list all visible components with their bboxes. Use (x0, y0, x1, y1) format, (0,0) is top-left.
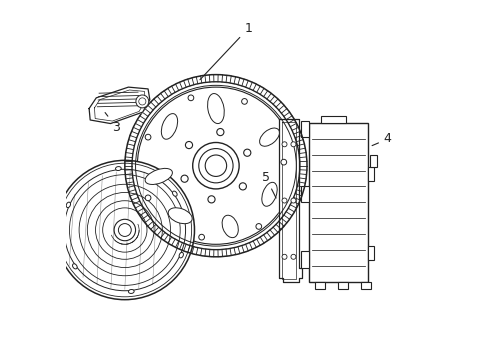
Bar (321, 116, 346, 123)
Polygon shape (89, 98, 100, 109)
Circle shape (137, 87, 294, 244)
Circle shape (118, 224, 131, 237)
Circle shape (243, 149, 250, 156)
Bar (369, 155, 377, 167)
Text: 3: 3 (105, 113, 120, 134)
Bar (361, 282, 370, 289)
Text: 4: 4 (371, 132, 391, 145)
Circle shape (290, 142, 295, 147)
Circle shape (192, 143, 239, 189)
Text: 1: 1 (200, 22, 252, 80)
Text: 2: 2 (0, 359, 1, 360)
Circle shape (185, 141, 192, 149)
Circle shape (139, 98, 145, 105)
Circle shape (58, 163, 191, 297)
Ellipse shape (115, 167, 121, 171)
Bar (300, 186, 308, 202)
Circle shape (216, 129, 224, 136)
Polygon shape (89, 87, 149, 123)
Circle shape (205, 155, 226, 176)
Circle shape (290, 254, 295, 259)
Bar (367, 246, 373, 260)
Bar (315, 282, 325, 289)
Circle shape (114, 219, 135, 241)
Circle shape (136, 95, 148, 108)
Ellipse shape (161, 114, 177, 139)
Ellipse shape (145, 168, 172, 184)
Circle shape (282, 254, 286, 259)
Circle shape (282, 198, 286, 203)
Circle shape (145, 134, 151, 140)
Circle shape (282, 142, 286, 147)
Circle shape (198, 149, 233, 183)
Bar (338, 282, 347, 289)
Ellipse shape (172, 191, 177, 196)
Circle shape (255, 224, 261, 229)
Text: 5: 5 (261, 171, 276, 198)
Ellipse shape (179, 252, 183, 258)
Circle shape (281, 159, 286, 165)
Circle shape (239, 183, 246, 190)
Circle shape (241, 99, 247, 104)
Circle shape (188, 95, 193, 101)
Ellipse shape (259, 128, 279, 146)
Bar (300, 121, 308, 137)
Circle shape (55, 160, 194, 300)
Ellipse shape (207, 94, 224, 123)
Circle shape (290, 198, 295, 203)
Circle shape (64, 169, 185, 291)
Ellipse shape (261, 182, 277, 206)
Circle shape (198, 234, 204, 240)
Bar (367, 167, 373, 181)
Ellipse shape (168, 208, 192, 224)
Circle shape (181, 175, 188, 182)
Ellipse shape (66, 202, 70, 208)
Ellipse shape (222, 215, 238, 238)
Circle shape (145, 195, 151, 201)
Bar (300, 251, 308, 267)
Ellipse shape (128, 289, 134, 293)
Polygon shape (279, 119, 302, 282)
Bar (308, 123, 367, 282)
Circle shape (207, 196, 215, 203)
Ellipse shape (72, 264, 77, 269)
